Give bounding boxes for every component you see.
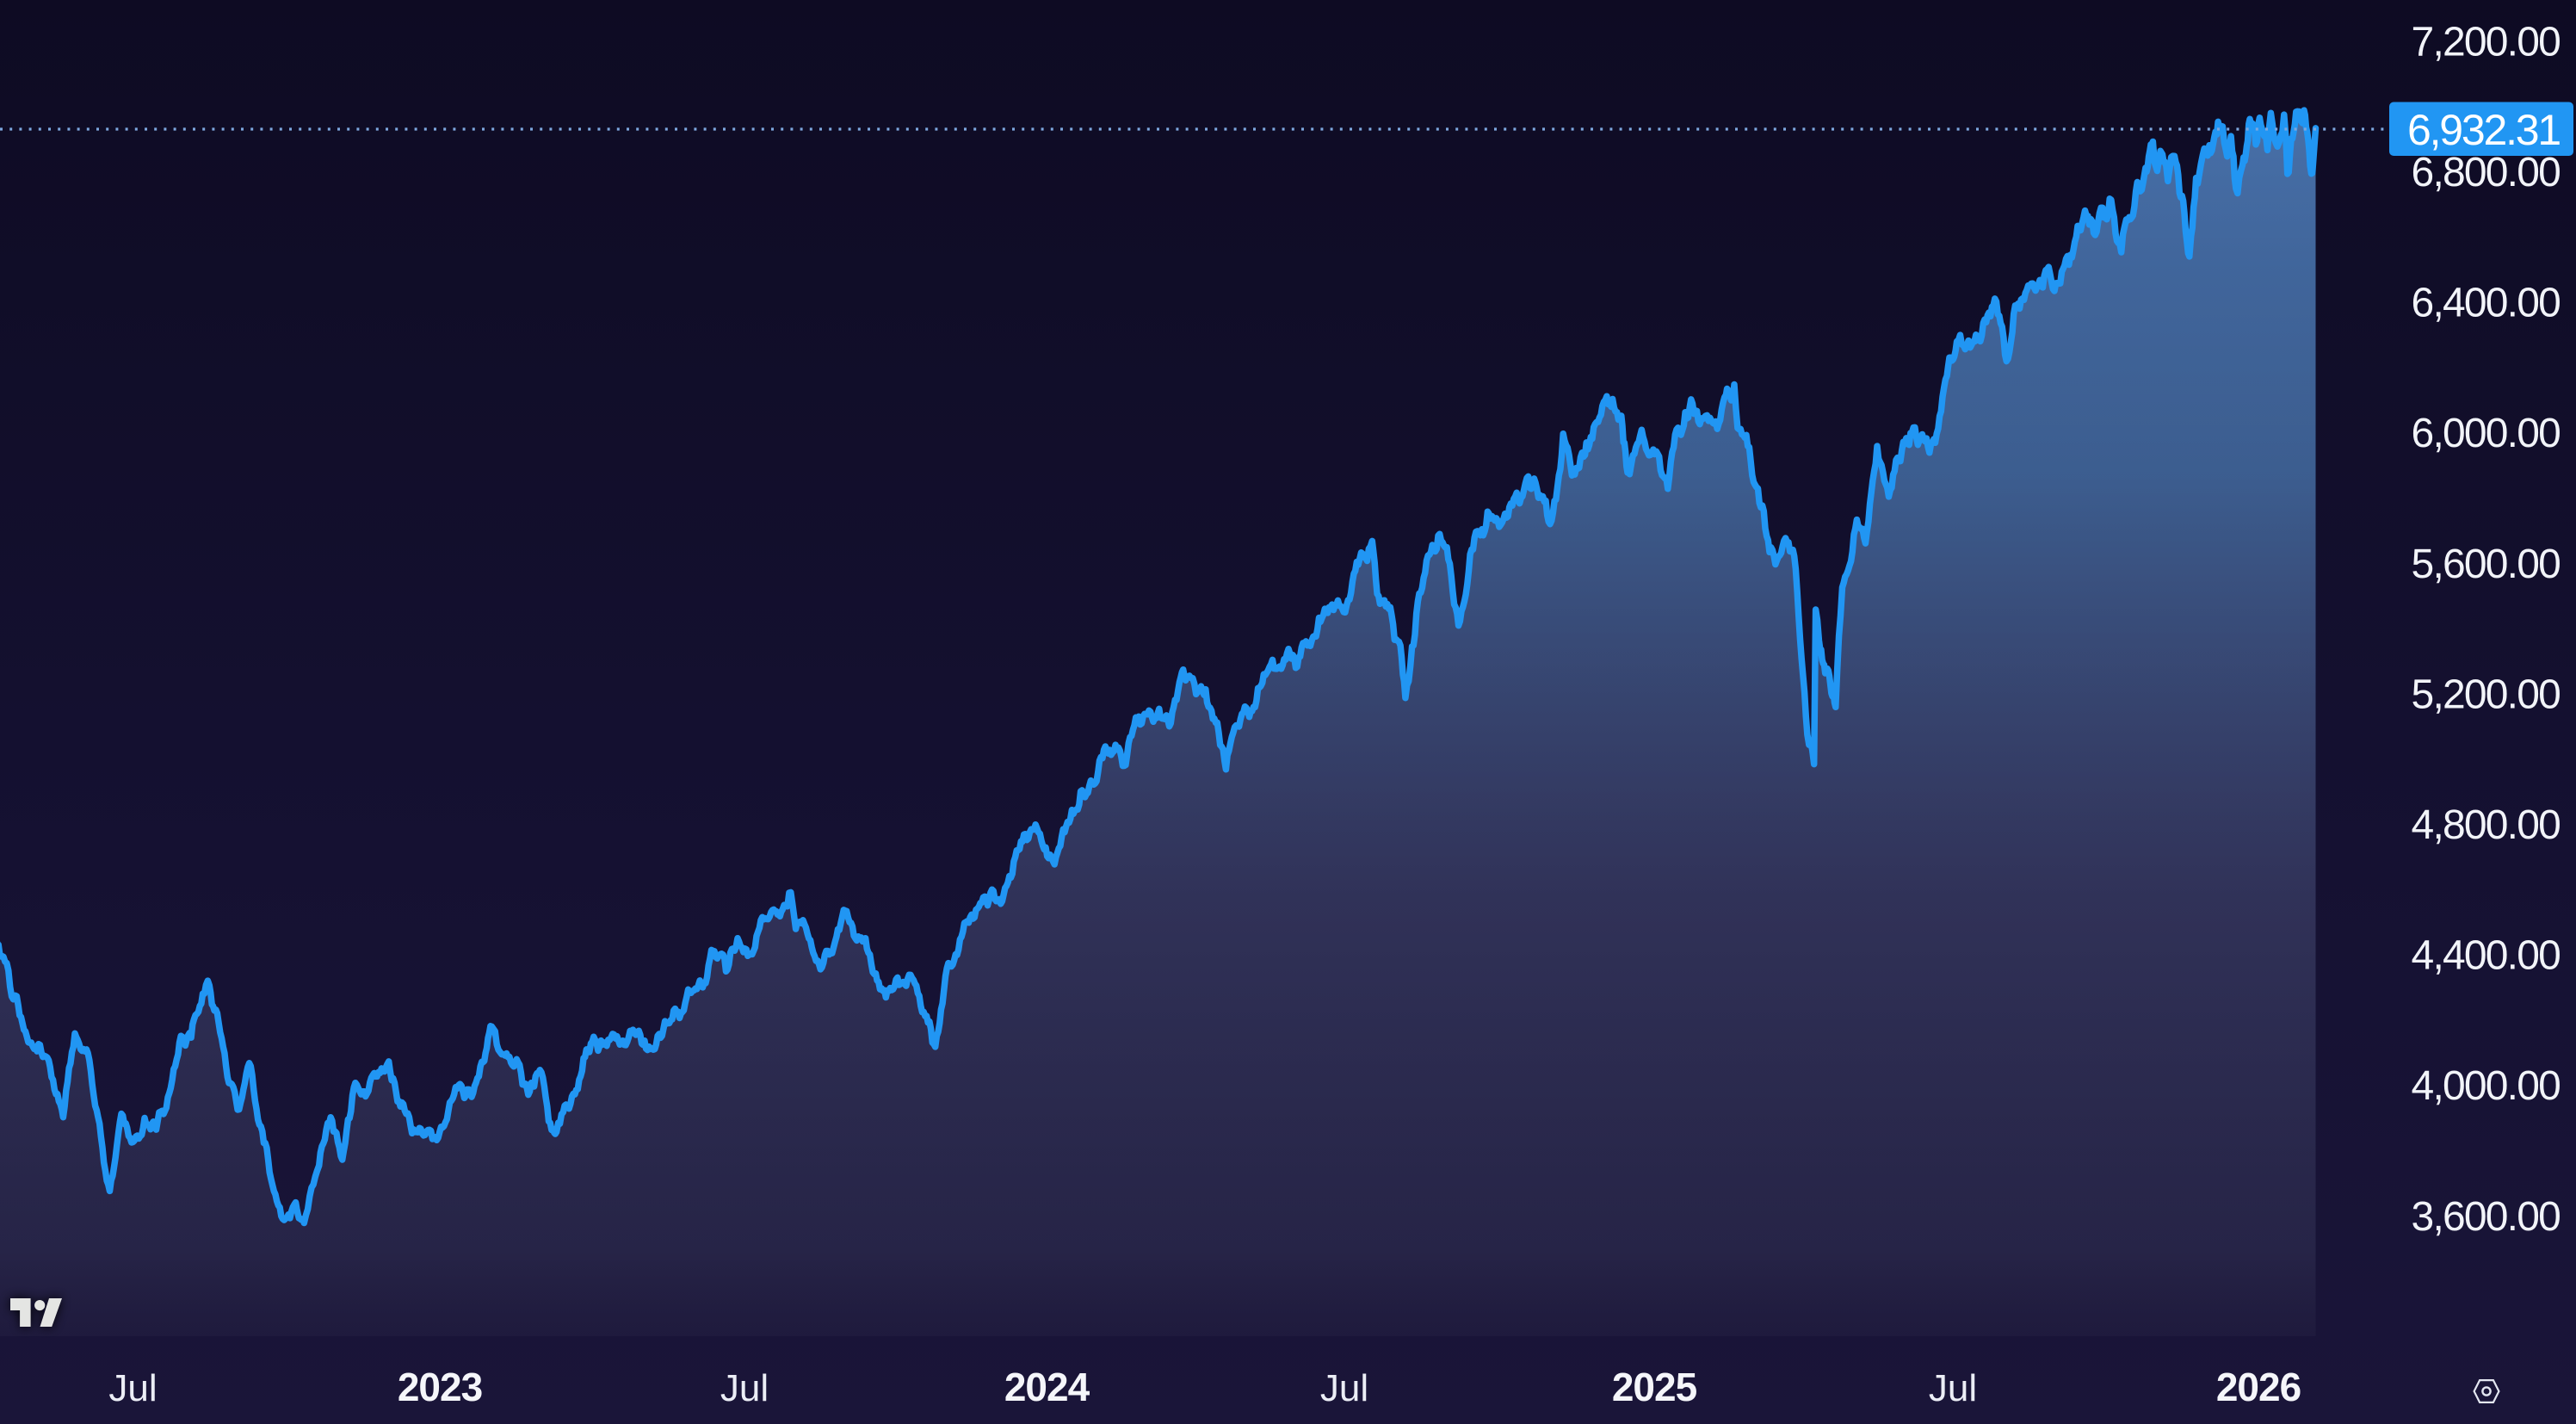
svg-text:2024: 2024 (1004, 1365, 1090, 1409)
svg-text:6,000.00: 6,000.00 (2412, 411, 2561, 456)
svg-text:6,932.31: 6,932.31 (2407, 106, 2560, 154)
svg-text:6,800.00: 6,800.00 (2412, 150, 2561, 195)
svg-text:4,800.00: 4,800.00 (2412, 802, 2561, 848)
svg-text:5,600.00: 5,600.00 (2412, 542, 2561, 587)
svg-text:Jul: Jul (1929, 1367, 1977, 1409)
svg-text:4,000.00: 4,000.00 (2412, 1063, 2561, 1109)
svg-text:7,200.00: 7,200.00 (2412, 19, 2561, 65)
svg-text:2026: 2026 (2216, 1365, 2301, 1409)
svg-text:6,400.00: 6,400.00 (2412, 281, 2561, 326)
svg-text:2025: 2025 (1612, 1365, 1697, 1409)
svg-text:4,400.00: 4,400.00 (2412, 933, 2561, 979)
svg-text:Jul: Jul (720, 1367, 769, 1409)
svg-text:Jul: Jul (108, 1367, 157, 1409)
svg-text:3,600.00: 3,600.00 (2412, 1194, 2561, 1240)
svg-text:Jul: Jul (1320, 1367, 1368, 1409)
svg-text:2023: 2023 (398, 1365, 482, 1409)
svg-text:5,200.00: 5,200.00 (2412, 672, 2561, 717)
